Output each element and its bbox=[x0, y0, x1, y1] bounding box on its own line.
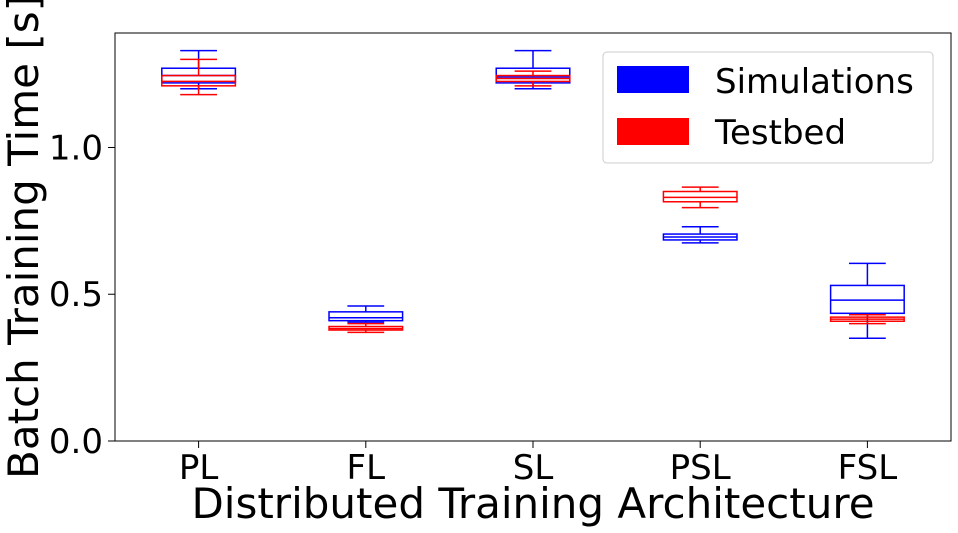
legend: Simulations Testbed bbox=[602, 51, 934, 164]
y-tick-label: 1.0 bbox=[49, 128, 103, 168]
x-axis-ticks: PL FL SL PSL FSL bbox=[179, 441, 897, 488]
box-series bbox=[161, 49, 905, 340]
y-tick-label: 0.5 bbox=[49, 275, 103, 315]
series-testbed bbox=[161, 58, 905, 334]
x-tick-label: FSL bbox=[838, 448, 898, 488]
x-tick-label: PL bbox=[179, 448, 219, 488]
box-fl-testbed bbox=[328, 322, 404, 334]
box-iqr bbox=[328, 311, 404, 322]
box-sl-testbed bbox=[495, 70, 571, 87]
legend-label-testbed: Testbed bbox=[714, 113, 846, 153]
box-fsl-testbed bbox=[829, 314, 905, 325]
box-fl-simulations bbox=[328, 305, 404, 323]
box-pl-testbed bbox=[161, 58, 237, 96]
y-axis-title: Batch Training Time [s] bbox=[0, 0, 48, 479]
legend-label-simulations: Simulations bbox=[715, 62, 914, 102]
x-tick-label: SL bbox=[513, 448, 554, 488]
x-axis-title: Distributed Training Architecture bbox=[191, 479, 874, 528]
y-axis-ticks: 0.0 0.5 1.0 bbox=[49, 128, 115, 462]
legend-swatch-simulations bbox=[617, 66, 689, 93]
x-tick-label: FL bbox=[347, 448, 386, 488]
x-tick-label: PSL bbox=[670, 448, 731, 488]
box-psl-testbed bbox=[662, 186, 738, 209]
y-tick-label: 0.0 bbox=[49, 422, 103, 462]
box-psl-simulations bbox=[662, 225, 738, 244]
legend-swatch-testbed bbox=[617, 118, 689, 145]
